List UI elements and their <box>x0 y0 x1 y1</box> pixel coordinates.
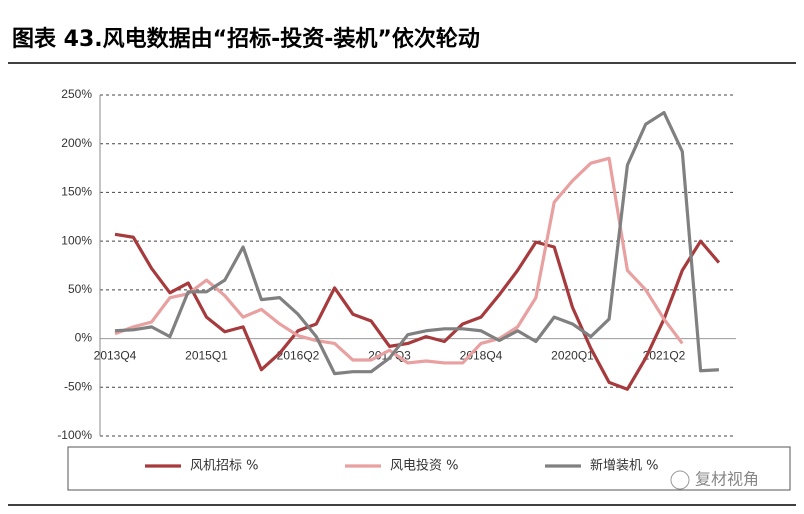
y-tick-label: 200% <box>61 136 92 150</box>
legend-label: 风电投资 % <box>390 458 459 474</box>
legend-label: 新增装机 % <box>590 458 659 474</box>
watermark-text: 复材视角 <box>695 470 759 489</box>
watermark: 复材视角 <box>670 470 759 490</box>
x-tick-label: 2013Q4 <box>94 349 137 363</box>
y-tick-label: -100% <box>57 428 92 442</box>
chart-title: 图表 43.风电数据由“招标-投资-装机”依次轮动 <box>12 26 480 52</box>
y-tick-label: 0% <box>75 331 93 345</box>
series-line <box>114 232 721 391</box>
legend-box <box>67 446 791 491</box>
x-tick-label: 2015Q1 <box>185 349 228 363</box>
legend-label: 风机招标 % <box>190 459 259 474</box>
watermark-icon <box>670 470 690 490</box>
x-tick-label: 2016Q2 <box>277 349 320 363</box>
y-tick-label: 250% <box>61 87 92 101</box>
x-tick-label: 2018Q4 <box>460 349 503 363</box>
x-tick-label: 2021Q2 <box>643 349 686 363</box>
y-tick-label: 150% <box>61 185 92 199</box>
series-line <box>114 110 719 376</box>
y-tick-label: 50% <box>68 282 92 296</box>
y-tick-label: 100% <box>61 233 92 247</box>
x-tick-label: 2020Q1 <box>551 349 594 363</box>
series-line <box>114 156 684 365</box>
y-tick-label: -50% <box>64 379 92 393</box>
